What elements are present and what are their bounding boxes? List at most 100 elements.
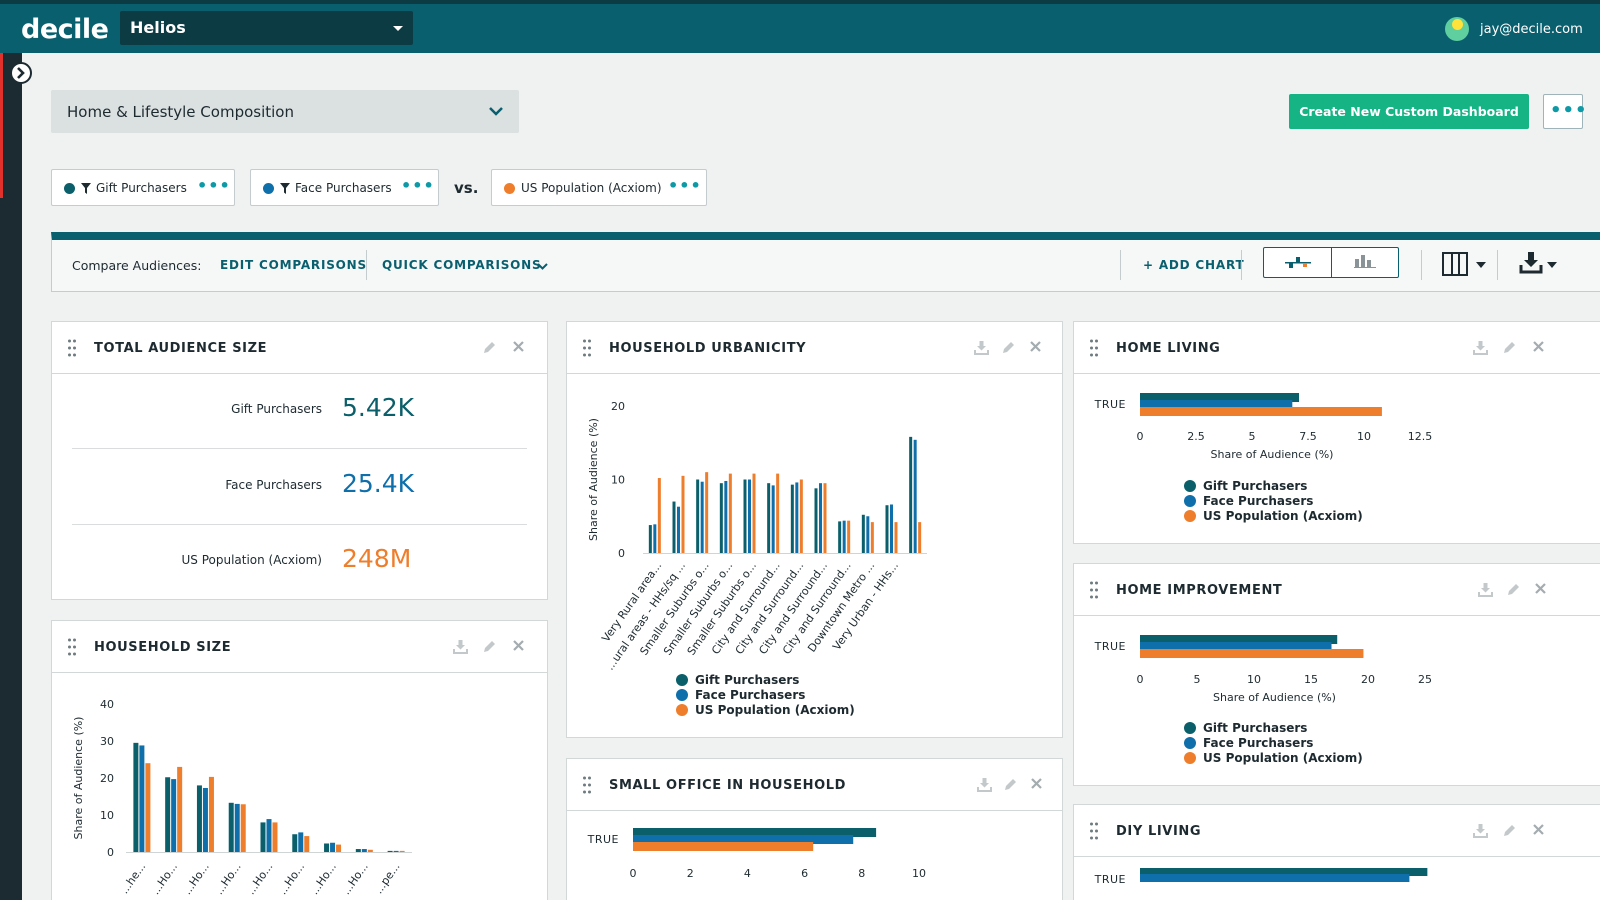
create-custom-dashboard-button[interactable]: Create New Custom Dashboard: [1289, 94, 1529, 129]
x-tick-label: ...Ho...: [276, 860, 307, 897]
drag-handle-icon[interactable]: [583, 776, 591, 794]
y-axis-title: Share of Audience (%): [587, 418, 600, 541]
y-tick-label: TRUE: [587, 833, 619, 846]
download-icon[interactable]: [1519, 250, 1543, 274]
quick-comparisons-dropdown[interactable]: QUICK COMPARISONS: [382, 258, 542, 272]
bar: [913, 439, 917, 553]
audience-size-row: Gift Purchasers 5.42K: [72, 374, 527, 449]
pencil-icon[interactable]: [1003, 777, 1018, 792]
edit-comparisons-link[interactable]: EDIT COMPARISONS: [220, 258, 367, 272]
download-icon[interactable]: [1478, 582, 1493, 597]
bar: [657, 478, 661, 553]
close-icon[interactable]: [1534, 582, 1547, 595]
caret-down-icon: [393, 26, 403, 31]
x-tick-label: 0: [1137, 673, 1144, 686]
x-tick-label: 0: [630, 867, 637, 880]
card-header: HOME LIVING: [1074, 322, 1600, 374]
audience-chip-us-population[interactable]: US Population (Acxiom) •••: [491, 169, 707, 206]
workspace-select[interactable]: Helios: [120, 11, 413, 45]
bar: [1140, 642, 1332, 651]
y-tick-label: 0: [107, 846, 114, 859]
pencil-icon[interactable]: [1502, 340, 1517, 355]
bar: [633, 828, 877, 837]
active-indicator: [0, 53, 3, 198]
add-chart-button[interactable]: + ADD CHART: [1143, 258, 1245, 272]
y-tick-label: 20: [100, 772, 114, 785]
bar: [719, 483, 723, 553]
close-icon[interactable]: [1030, 777, 1043, 790]
drag-handle-icon[interactable]: [1090, 339, 1098, 357]
user-avatar[interactable]: [1445, 17, 1469, 41]
app-logo[interactable]: decile: [21, 14, 109, 45]
close-icon[interactable]: [1532, 823, 1545, 836]
chevron-down-icon: [537, 263, 548, 270]
close-icon[interactable]: [1029, 340, 1042, 353]
bar: [367, 849, 373, 852]
pencil-icon[interactable]: [1001, 340, 1016, 355]
bar: [814, 488, 818, 553]
x-tick-label: 10: [1247, 673, 1261, 686]
download-icon[interactable]: [977, 777, 992, 792]
user-email[interactable]: jay@decile.com: [1480, 22, 1583, 37]
drag-handle-icon[interactable]: [68, 638, 76, 656]
legend-swatch: [1184, 722, 1196, 734]
columns-layout-icon[interactable]: [1442, 252, 1468, 276]
audience-options-icon[interactable]: •••: [401, 176, 435, 195]
bar: [909, 436, 913, 553]
bar: [823, 483, 827, 553]
bar: [681, 475, 685, 553]
legend-label: Face Purchasers: [695, 688, 806, 702]
audience-options-icon[interactable]: •••: [668, 176, 702, 195]
caret-down-icon[interactable]: [1547, 262, 1557, 268]
download-icon[interactable]: [974, 340, 989, 355]
legend-item-us-population: US Population (Acxiom): [1184, 509, 1363, 523]
legend-label: Gift Purchasers: [1203, 479, 1308, 493]
y-tick-label: 0: [618, 547, 625, 560]
x-tick-label: 6: [801, 867, 808, 880]
bar: [298, 832, 304, 852]
x-axis-title: Share of Audience (%): [1211, 448, 1334, 461]
card-small-office-in-household: SMALL OFFICE IN HOUSEHOLD TRUE 0 2 4 6 8 10: [566, 758, 1063, 900]
pencil-icon[interactable]: [482, 340, 497, 355]
pencil-icon[interactable]: [482, 639, 497, 654]
drag-handle-icon[interactable]: [583, 339, 591, 357]
divider: [1421, 250, 1422, 280]
dashboard-select[interactable]: Home & Lifestyle Composition: [51, 90, 519, 133]
drag-handle-icon[interactable]: [1090, 822, 1098, 840]
pencil-icon[interactable]: [1502, 823, 1517, 838]
x-tick-label: 15: [1304, 673, 1318, 686]
card-title: HOUSEHOLD URBANICITY: [609, 341, 807, 356]
bar: [234, 803, 240, 852]
drag-handle-icon[interactable]: [1090, 581, 1098, 599]
bar: [393, 850, 399, 852]
card-title: TOTAL AUDIENCE SIZE: [94, 341, 268, 356]
view-toggle-index[interactable]: [1264, 248, 1332, 277]
close-icon[interactable]: [512, 340, 525, 353]
download-icon[interactable]: [1473, 340, 1488, 355]
close-icon[interactable]: [512, 639, 525, 652]
caret-down-icon[interactable]: [1476, 262, 1486, 268]
audience-chip-face-purchasers[interactable]: Face Purchasers •••: [250, 169, 439, 206]
legend-item-face-purchasers: Face Purchasers: [1184, 736, 1313, 750]
x-tick-label: 25: [1418, 673, 1432, 686]
drag-handle-icon[interactable]: [68, 339, 76, 357]
legend-item-face-purchasers: Face Purchasers: [676, 688, 806, 702]
legend-item-gift-purchasers: Gift Purchasers: [1184, 479, 1308, 493]
x-tick-label: 20: [1361, 673, 1375, 686]
x-tick-label: 10: [1357, 430, 1371, 443]
download-icon[interactable]: [453, 639, 468, 654]
bar: [677, 506, 680, 553]
home-improvement-chart: TRUE 0 5 10 15 20 25 Share of Audience (%): [1094, 635, 1432, 704]
bar: [361, 849, 367, 852]
close-icon[interactable]: [1532, 340, 1545, 353]
bar-chart-icon[interactable]: [1354, 254, 1376, 268]
card-header: HOUSEHOLD SIZE: [52, 621, 547, 673]
bar: [799, 479, 803, 553]
sidebar-expand-button[interactable]: [10, 62, 32, 84]
download-icon[interactable]: [1473, 823, 1488, 838]
audience-chip-gift-purchasers[interactable]: Gift Purchasers •••: [51, 169, 235, 206]
audience-options-icon[interactable]: •••: [197, 176, 231, 195]
dashboard-more-button[interactable]: •••: [1543, 94, 1587, 129]
pencil-icon[interactable]: [1506, 582, 1521, 597]
x-tick-label: 5: [1249, 430, 1256, 443]
